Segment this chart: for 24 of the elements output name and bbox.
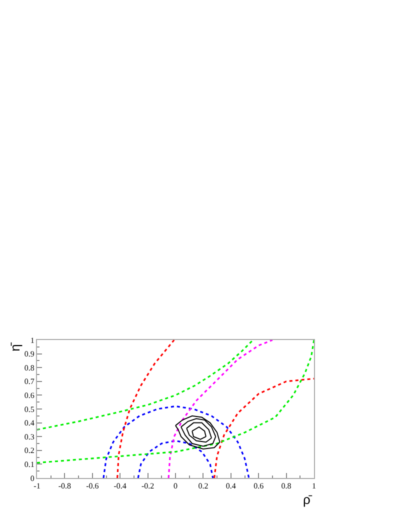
y-axis-title: η̄: [7, 342, 22, 352]
x-tick-label: -0.8: [58, 482, 72, 491]
y-tick-label: 0: [30, 474, 34, 483]
x-tick-label: -0.6: [86, 482, 99, 491]
x-tick-label: -0.4: [114, 482, 126, 491]
y-tick-label: 0.4: [24, 418, 34, 428]
x-tick-label: 0.4: [226, 482, 236, 491]
y-tick-label: 0.9: [24, 350, 34, 359]
x-tick-label: 0: [174, 482, 178, 491]
x-tick-label: 1: [312, 482, 316, 491]
y-tick-label: 0.6: [24, 391, 34, 400]
y-tick-label: 0.1: [24, 460, 34, 469]
x-tick-label: 0.6: [254, 482, 264, 491]
y-tick-label: 0.7: [24, 377, 34, 386]
y-tick-label: 0.3: [24, 432, 34, 442]
y-tick-label: 0.2: [24, 446, 34, 456]
x-axis-title: ρ̄: [303, 492, 312, 507]
y-tick-label: 1: [30, 336, 34, 345]
x-tick-label: 0.2: [198, 482, 208, 491]
x-tick-label: -0.2: [141, 482, 154, 491]
x-tick-label: -1: [34, 482, 40, 491]
y-tick-label: 0.8: [24, 363, 34, 372]
y-tick-label: 0.5: [24, 404, 34, 414]
x-tick-label: 0.8: [281, 482, 292, 491]
